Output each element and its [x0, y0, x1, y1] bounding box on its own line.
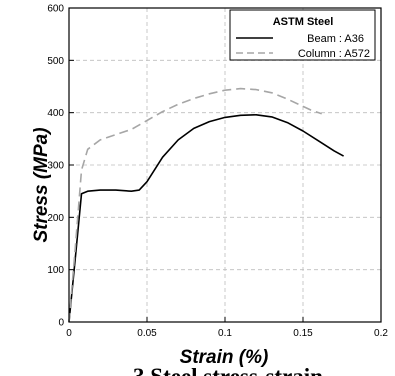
y-axis-label: Stress (MPa)	[31, 127, 52, 242]
y-tick-label: 0	[58, 318, 64, 329]
legend-title: ASTM Steel	[273, 16, 334, 28]
x-tick-label: 0.2	[374, 328, 388, 339]
y-tick-label: 600	[47, 4, 64, 15]
series-line-column	[68, 87, 322, 323]
y-tick-label: 200	[47, 213, 64, 224]
y-tick-label: 100	[47, 265, 64, 276]
x-ticks: 0 0.05 0.1 0.15 0.2	[66, 317, 388, 339]
x-tick-label: 0.15	[293, 328, 313, 339]
series-line-beam	[68, 114, 344, 323]
legend-label-column: Column : A572	[298, 48, 370, 60]
x-tick-label: 0.05	[137, 328, 157, 339]
x-axis-label: Strain (%)	[180, 347, 269, 368]
y-tick-label: 500	[47, 56, 64, 67]
y-tick-label: 400	[47, 108, 64, 119]
legend: ASTM Steel Beam : A36 Column : A572	[229, 9, 376, 61]
series-layer	[68, 87, 344, 323]
legend-label-beam: Beam : A36	[307, 33, 364, 45]
figure-caption: 3 Steel stress-strain	[133, 364, 323, 376]
y-ticks: 0 100 200 300 400 500 600	[47, 4, 74, 329]
x-tick-label: 0	[66, 328, 72, 339]
x-tick-label: 0.1	[218, 328, 232, 339]
legend-box	[229, 9, 376, 61]
y-tick-label: 300	[47, 161, 64, 172]
grid	[69, 8, 381, 322]
